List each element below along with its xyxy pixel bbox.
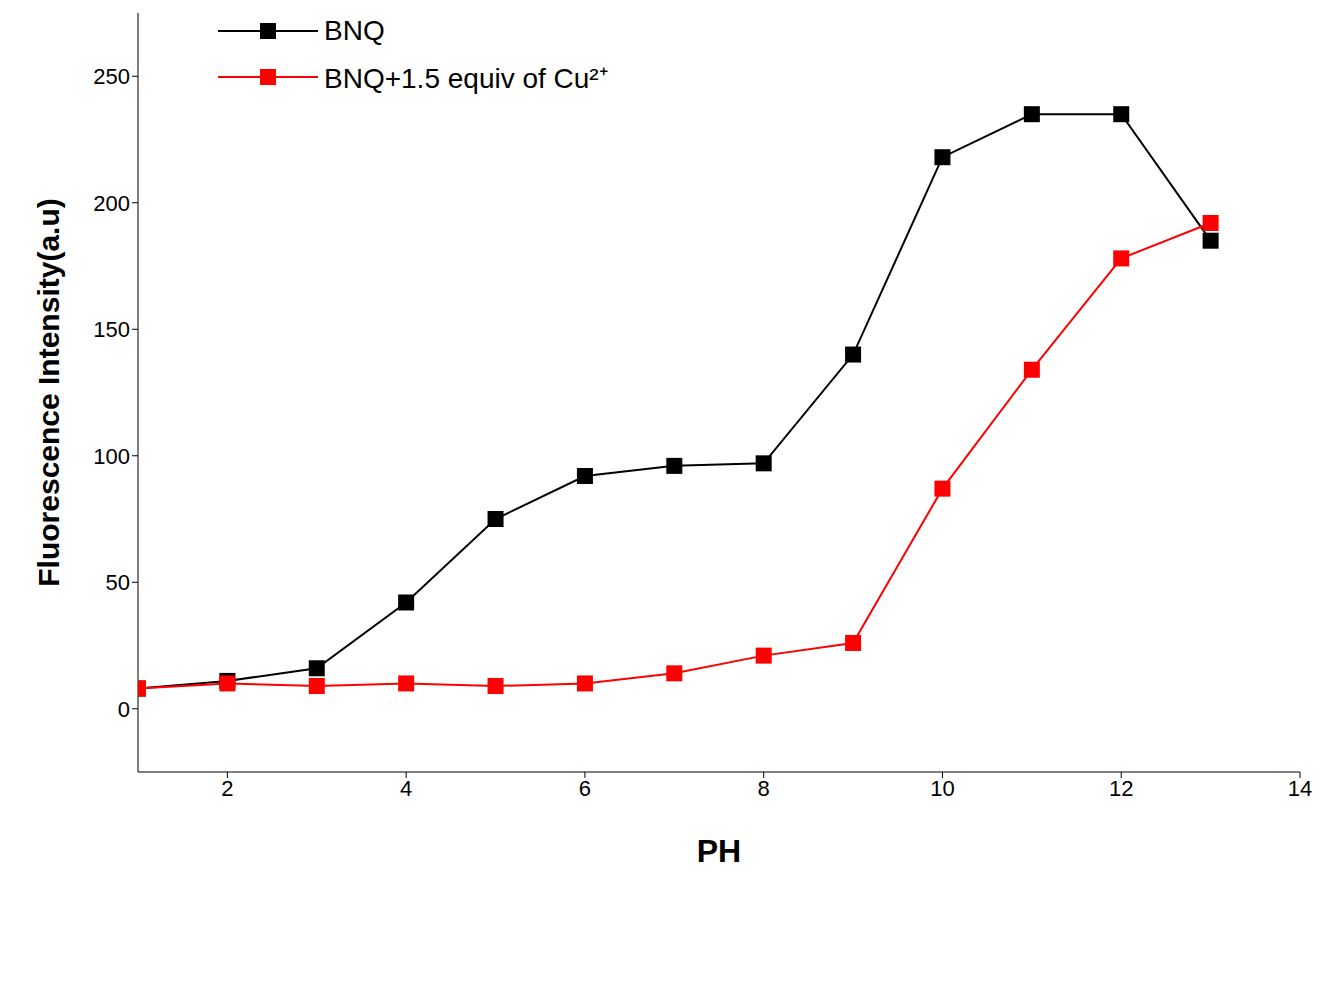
- svg-text:12: 12: [1109, 776, 1133, 801]
- svg-text:8: 8: [758, 776, 770, 801]
- svg-text:10: 10: [930, 776, 954, 801]
- svg-text:2: 2: [221, 776, 233, 801]
- svg-text:50: 50: [106, 570, 130, 595]
- html-text:BNQ+1.5 equiv of Cu²⁺: BNQ+1.5 equiv of Cu²⁺: [324, 63, 608, 94]
- html-text:BNQ: BNQ: [324, 15, 385, 46]
- svg-text:250: 250: [93, 64, 130, 89]
- svg-text:150: 150: [93, 317, 130, 342]
- svg-text:PH: PH: [697, 833, 741, 869]
- svg-text:14: 14: [1288, 776, 1312, 801]
- svg-text:Fluorescence Intensity(a.u): Fluorescence Intensity(a.u): [32, 198, 65, 586]
- svg-text:100: 100: [93, 444, 130, 469]
- svg-text:200: 200: [93, 191, 130, 216]
- svg-text:4: 4: [400, 776, 412, 801]
- svg-text:0: 0: [118, 697, 130, 722]
- svg-text:6: 6: [579, 776, 591, 801]
